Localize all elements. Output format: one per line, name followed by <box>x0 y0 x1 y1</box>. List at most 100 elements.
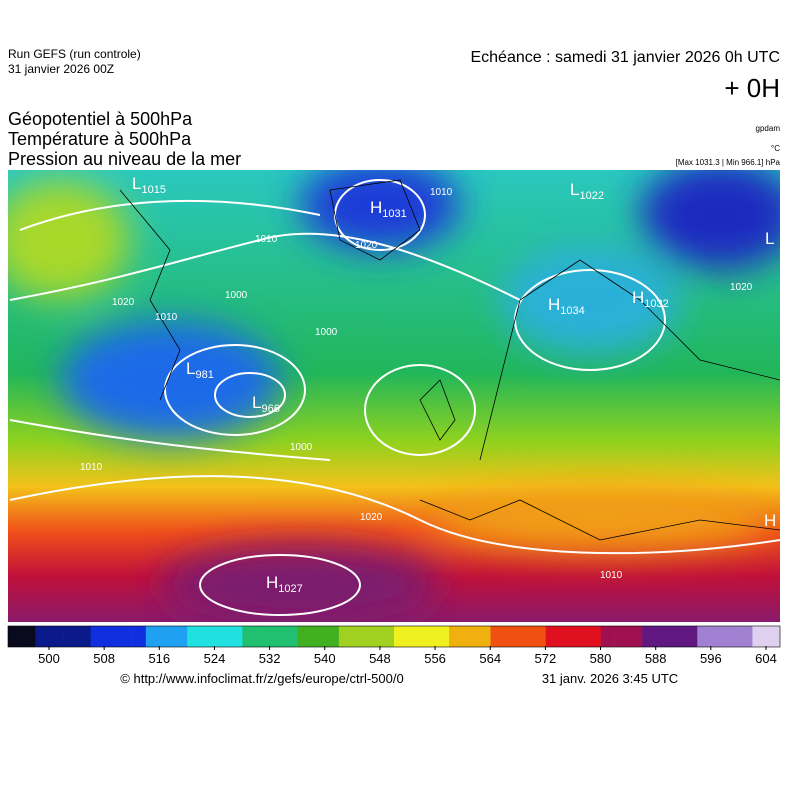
colorbar-tick-label: 508 <box>93 651 115 666</box>
colorbar-tick-label: 580 <box>590 651 612 666</box>
center-value: 1034 <box>560 305 584 317</box>
isobar-label: 1010 <box>430 187 453 198</box>
colorbar-cell <box>187 626 202 647</box>
colorbar-cell <box>421 626 436 647</box>
colorbar-cell <box>76 626 92 647</box>
colorbar-cell <box>283 626 298 647</box>
colorbar: 500 508 516 524 532 540 548 556 564 572 580 588 596 6… <box>7 625 781 666</box>
pressure-center: L <box>765 229 774 248</box>
isobar-label: 1000 <box>290 442 313 453</box>
colorbar-cell <box>90 626 105 647</box>
colorbar-tick-label: 596 <box>700 651 722 666</box>
center-kind: L <box>570 180 579 199</box>
pressure-center: H1031 <box>370 198 407 220</box>
title: Température à 500hPa <box>8 129 192 149</box>
center-kind: H <box>370 198 382 217</box>
colorbar-cell <box>738 626 753 647</box>
colorbar-cell <box>8 626 23 647</box>
isobar-labels: 1010 1020 1000 1010 1000 1020 1010 1020 1000 1010… <box>80 187 753 581</box>
colorbar-tick-label: 524 <box>204 651 226 666</box>
colorbar-cell <box>655 626 671 647</box>
colorbar-cell <box>352 626 367 647</box>
pressure-center: L966 <box>252 393 280 415</box>
isobar-label: 1010 <box>155 312 178 323</box>
colorbar-cell <box>531 626 546 647</box>
colorbar-cell <box>724 626 739 647</box>
colorbar-cell <box>228 626 243 647</box>
center-value: 1031 <box>382 208 406 220</box>
colorbar-cell <box>600 626 615 647</box>
colorbar-cell <box>642 626 657 647</box>
pressure-center: L981 <box>186 359 214 381</box>
colorbar-cell <box>476 626 491 647</box>
pressure-center: H1027 <box>266 573 303 595</box>
colorbar-cell <box>380 626 395 647</box>
colorbar-cell <box>201 626 216 647</box>
run-date: 31 janvier 2026 00Z <box>8 62 114 76</box>
colorbar-cell <box>118 626 133 647</box>
center-kind: L <box>132 174 141 193</box>
colorbar-cell <box>711 626 726 647</box>
colorbar-tick-label: 588 <box>645 651 667 666</box>
colorbar-cell <box>366 626 381 647</box>
colorbar-cell <box>669 626 684 647</box>
isobar-label: 1010 <box>80 462 103 473</box>
lead-time: + 0H <box>724 73 780 103</box>
isobar-label: 1000 <box>315 327 338 338</box>
title: Pression au niveau de la mer <box>8 149 241 169</box>
center-value: 981 <box>195 369 213 381</box>
colorbar-cell <box>766 626 781 647</box>
colorbar-cell <box>614 626 629 647</box>
isobar-label: 1020 <box>355 240 378 251</box>
colorbar-cell <box>407 626 422 647</box>
colorbar-cell <box>435 626 450 647</box>
colorbar-cell <box>587 626 602 647</box>
colorbar-cell <box>559 626 574 647</box>
center-kind: H <box>548 295 560 314</box>
colorbar-cell <box>311 626 326 647</box>
colorbar-cell <box>338 626 353 647</box>
center-value: 1015 <box>141 184 165 196</box>
colorbar-cell <box>104 626 119 647</box>
colorbar-cell <box>159 626 174 647</box>
title: Géopotentiel à 500hPa <box>8 109 193 129</box>
pressure-center: H1034 <box>548 295 585 317</box>
colorbar-tick-label: 516 <box>148 651 170 666</box>
map <box>8 170 780 622</box>
colorbar-cell <box>462 626 478 647</box>
colorbar-tick-label: 548 <box>369 651 391 666</box>
isobar-label: 1020 <box>112 297 135 308</box>
source-url: © http://www.infoclimat.fr/z/gefs/europe… <box>120 671 403 686</box>
colorbar-cell <box>697 626 712 647</box>
colorbar-cell <box>683 626 698 647</box>
center-value: 966 <box>261 403 279 415</box>
center-kind: H <box>632 288 644 307</box>
colorbar-cell <box>518 626 533 647</box>
colorbar-cell <box>504 626 519 647</box>
colorbar-cell <box>145 626 160 647</box>
colorbar-cell <box>490 626 505 647</box>
pressure-center: H1032 <box>632 288 669 310</box>
colorbar-frame <box>7 625 781 648</box>
center-kind: L <box>252 393 261 412</box>
colorbar-tick-label: 540 <box>314 651 336 666</box>
unit-label: [Max 1031.3 | Min 966.1] hPa <box>676 158 781 167</box>
colorbar-cell <box>132 626 147 647</box>
issue-date: 31 janv. 2026 3:45 UTC <box>542 671 678 686</box>
isobar-label: 1020 <box>730 282 753 293</box>
colorbar-cell <box>214 626 229 647</box>
colorbar-cell <box>256 626 271 647</box>
colorbar-cell <box>297 626 312 647</box>
colorbar-cell <box>21 626 36 647</box>
colorbar-cell <box>269 626 285 647</box>
center-value: 1027 <box>278 583 302 595</box>
colorbar-tick-label: 564 <box>479 651 501 666</box>
colorbar-tick-label: 532 <box>259 651 281 666</box>
unit-label: gpdam <box>756 124 781 133</box>
colorbar-cell <box>242 626 257 647</box>
forecast-time: Echéance : samedi 31 janvier 2026 0h UTC <box>470 49 780 66</box>
colorbar-cell <box>449 626 464 647</box>
colorbar-tick-label: 556 <box>424 651 446 666</box>
